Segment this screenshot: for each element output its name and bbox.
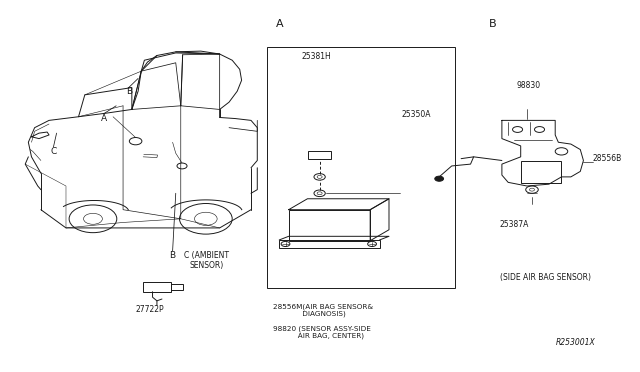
Bar bbox=[308, 151, 331, 159]
Text: C (AMBIENT: C (AMBIENT bbox=[184, 251, 229, 260]
Text: B: B bbox=[170, 251, 175, 260]
Circle shape bbox=[435, 176, 444, 181]
Text: 98830: 98830 bbox=[516, 81, 540, 90]
Text: A: A bbox=[100, 114, 107, 123]
Text: A: A bbox=[275, 19, 283, 29]
Text: 98820 (SENSOR ASSY-SIDE
           AIR BAG, CENTER): 98820 (SENSOR ASSY-SIDE AIR BAG, CENTER) bbox=[273, 325, 371, 339]
Text: 25381H: 25381H bbox=[302, 52, 332, 61]
Bar bbox=[289, 210, 370, 241]
Bar bbox=[267, 48, 455, 288]
Bar bbox=[172, 284, 182, 289]
Bar bbox=[279, 240, 380, 248]
Text: B: B bbox=[125, 87, 132, 96]
Text: (SIDE AIR BAG SENSOR): (SIDE AIR BAG SENSOR) bbox=[500, 273, 591, 282]
Text: R253001X: R253001X bbox=[556, 338, 596, 347]
Text: 27722P: 27722P bbox=[135, 305, 164, 314]
Text: 28556B: 28556B bbox=[593, 154, 622, 163]
Bar bbox=[521, 161, 561, 183]
Text: 25350A: 25350A bbox=[401, 110, 431, 119]
Text: B: B bbox=[489, 19, 496, 29]
Text: 25387A: 25387A bbox=[500, 220, 529, 229]
Text: SENSOR): SENSOR) bbox=[189, 261, 224, 270]
Text: C: C bbox=[51, 147, 56, 156]
Text: 28556M(AIR BAG SENSOR&
             DIAGNOSIS): 28556M(AIR BAG SENSOR& DIAGNOSIS) bbox=[273, 304, 373, 317]
Bar bbox=[143, 282, 172, 292]
